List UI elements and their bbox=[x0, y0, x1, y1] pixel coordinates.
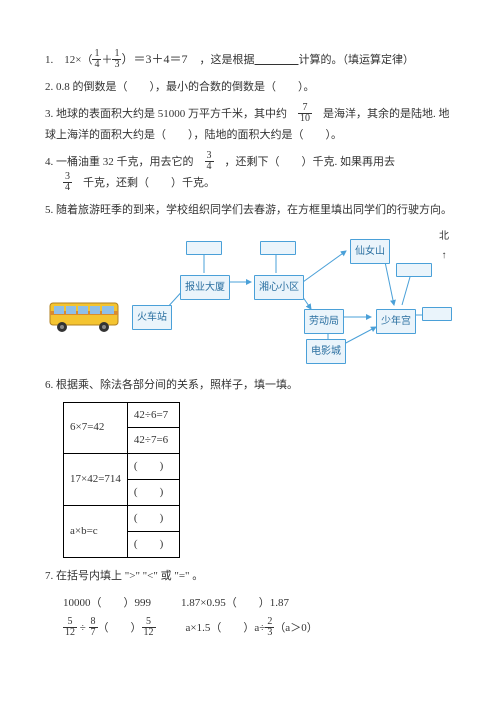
empty-box[interactable] bbox=[186, 241, 222, 255]
empty-box[interactable] bbox=[396, 263, 432, 277]
q7-item: 1.87×0.95（ ）1.87 bbox=[181, 593, 289, 614]
q7-items: 10000（ ）999 1.87×0.95（ ）1.87 512 ÷ 87（ ）… bbox=[45, 593, 455, 639]
fraction: 512 bbox=[63, 617, 77, 638]
q7-item: a×1.5（ ）a÷23（a＞0） bbox=[186, 618, 318, 639]
fraction: 512 bbox=[142, 617, 156, 638]
question-1: 1. 12×（14＋13）＝3＋4＝7 ，这是根据 计算的。（填运算定律） bbox=[45, 48, 455, 71]
table-row: 6×7=4242÷6=7 bbox=[64, 402, 180, 428]
question-4: 4. 一桶油重 32 千克，用去它的 34 ，还剩下（ ）千克. 如果再用去 3… bbox=[45, 152, 455, 194]
question-3: 3. 地球的表面积大约是 51000 万平方千米，其中约 710 是海洋，其余的… bbox=[45, 104, 455, 146]
empty-box[interactable] bbox=[422, 307, 452, 321]
q7-item: 10000（ ）999 bbox=[63, 593, 151, 614]
table-row: 17×42=714( ) bbox=[64, 454, 180, 480]
question-7: 7. 在括号内填上 ">" "<" 或 "=" 。 bbox=[45, 566, 455, 587]
node-fairy: 仙女山 bbox=[350, 239, 390, 264]
node-community: 湘心小区 bbox=[254, 275, 304, 300]
empty-box[interactable] bbox=[260, 241, 296, 255]
q1-text: 1. 12×（ bbox=[45, 54, 92, 66]
relation-table: 6×7=4242÷6=7 42÷7=6 17×42=714( ) ( ) a×b… bbox=[63, 402, 180, 558]
node-bus-station: 火车站 bbox=[132, 305, 172, 330]
fill-blank[interactable] bbox=[254, 54, 298, 66]
node-labor: 劳动局 bbox=[304, 309, 344, 334]
q7-item: 512 ÷ 87（ ）512 bbox=[63, 618, 156, 639]
fraction: 14 bbox=[92, 49, 101, 70]
north-indicator: 北 ↑ bbox=[434, 227, 454, 265]
fraction: 34 bbox=[63, 172, 72, 193]
node-building: 报业大厦 bbox=[180, 275, 230, 300]
fraction: 13 bbox=[112, 49, 121, 70]
bus-icon bbox=[46, 295, 124, 335]
fraction: 34 bbox=[205, 151, 214, 172]
fraction: 23 bbox=[265, 617, 274, 638]
question-2: 2. 0.8 的倒数是（ ），最小的合数的倒数是（ ）。 bbox=[45, 77, 455, 98]
node-cinema: 电影城 bbox=[306, 339, 346, 364]
fraction: 710 bbox=[298, 103, 312, 124]
fraction: 87 bbox=[89, 617, 98, 638]
question-6: 6. 根据乘、除法各部分间的关系，照样子，填一填。 bbox=[45, 375, 455, 396]
question-5: 5. 随着旅游旺季的到来，学校组织同学们去春游，在方框里填出同学们的行驶方向。 bbox=[45, 200, 455, 221]
route-diagram: 火车站 报业大厦 湘心小区 劳动局 电影城 仙女山 少年宫 北 ↑ bbox=[45, 227, 455, 367]
table-row: a×b=c( ) bbox=[64, 506, 180, 532]
node-palace: 少年宫 bbox=[376, 309, 416, 334]
